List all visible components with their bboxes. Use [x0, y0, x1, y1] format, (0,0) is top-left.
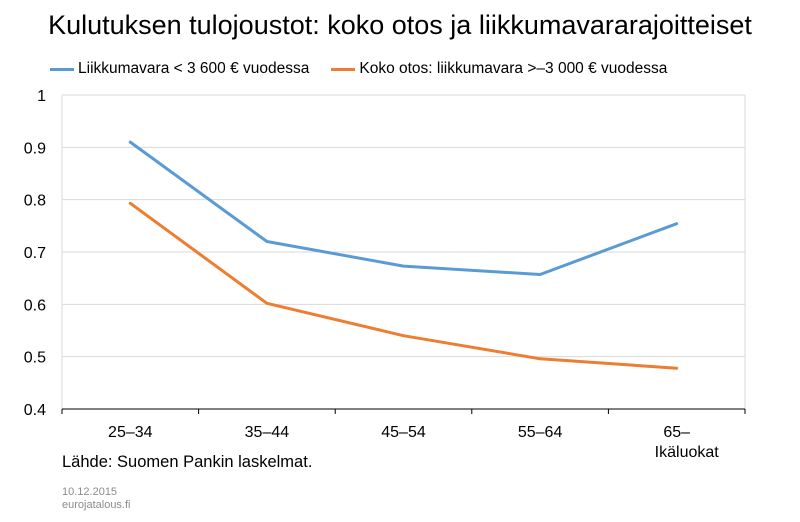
legend-swatch-series-2	[331, 67, 356, 71]
x-axis-title: Ikäluokat	[655, 444, 720, 461]
axes	[61, 408, 746, 414]
series-line-1	[128, 140, 679, 276]
footer: 10.12.2015 eurojatalous.fi	[62, 486, 131, 512]
grid-lines	[61, 94, 746, 409]
legend-label-series-1: Liikkumavara < 3 600 € vuodessa	[78, 60, 310, 77]
legend-swatch-series-1	[50, 67, 74, 71]
y-tick-label: 0.7	[24, 245, 46, 262]
x-tick-label: 65–	[663, 424, 690, 441]
x-tick-label: 55–64	[518, 424, 563, 441]
footer-site: eurojatalous.fi	[62, 499, 131, 511]
x-tick-label: 25–34	[108, 424, 153, 441]
tick-labels: 0.4 0.5 0.6 0.7 0.8 0.9 1 25–34 35–44 45–54 55–64 6…	[24, 88, 720, 461]
source-note: Lähde: Suomen Pankin laskelmat.	[62, 453, 313, 471]
series-line-2	[128, 201, 679, 370]
y-tick-label: 0.9	[24, 140, 46, 157]
y-tick-label: 0.5	[24, 350, 46, 367]
y-tick-label: 0.8	[24, 193, 46, 210]
x-tick-label: 35–44	[245, 424, 290, 441]
y-tick-label: 0.4	[24, 402, 46, 419]
legend-item-series-2: Koko otos: liikkumavara >–3 000 € vuodes…	[331, 60, 667, 78]
y-tick-label: 0.6	[24, 297, 46, 314]
chart-title: Kulutuksen tulojoustot: koko otos ja lii…	[48, 10, 752, 40]
y-tick-label: 1	[37, 88, 46, 105]
series-lines	[128, 140, 679, 370]
legend-item-series-1: Liikkumavara < 3 600 € vuodessa	[50, 60, 309, 78]
x-tick-label: 45–54	[381, 424, 426, 441]
legend-label-series-2: Koko otos: liikkumavara >–3 000 € vuodes…	[359, 60, 668, 77]
footer-date: 10.12.2015	[62, 486, 118, 498]
chart-legend: Liikkumavara < 3 600 € vuodessa Koko oto…	[50, 58, 689, 80]
